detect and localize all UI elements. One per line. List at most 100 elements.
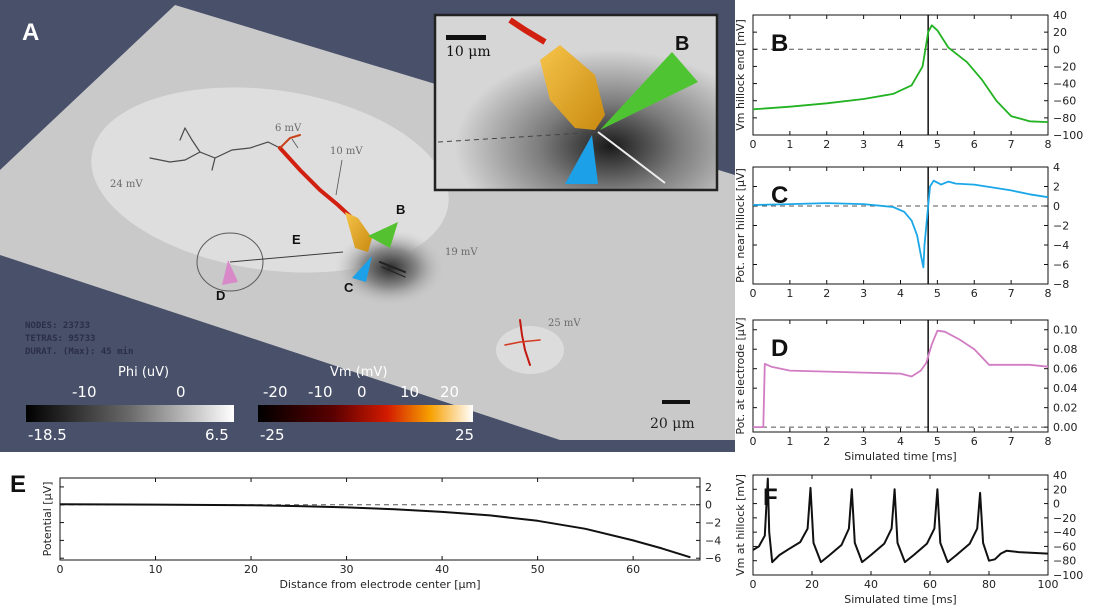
chart-b-xtick-label: 1 (786, 138, 793, 151)
chart-d-ytick-label: 0.10 (1053, 324, 1078, 337)
chart-c-ytick-label: −2 (1053, 220, 1069, 233)
chart-c-xtick-label: 2 (823, 287, 830, 300)
chart-d-ytick-label: 0.08 (1053, 343, 1078, 356)
annotation-6mv: 6 mV (275, 123, 302, 134)
inset-blue-cone (565, 135, 598, 184)
stats-tetras: TETRAS: 95733 (25, 334, 95, 344)
phi-tick-1: -10 (72, 383, 97, 401)
chart-f-xlabel: Simulated time [ms] (844, 593, 956, 606)
stats-duration: DURAT. (Max): 45 min (25, 346, 133, 357)
chart-b-series-line (752, 24, 1049, 123)
chart-b-ytick-label: −20 (1053, 60, 1076, 73)
vm-tick-2: -10 (308, 383, 333, 401)
phi-colorbar-title: Phi (uV) (118, 365, 169, 380)
chart-e-frame (59, 477, 701, 561)
chart-b-xtick-label: 5 (934, 138, 941, 151)
chart-e-xtick-label: 10 (149, 563, 163, 576)
chart-c-xtick-label: 1 (786, 287, 793, 300)
chart-b-ytick-label: −60 (1053, 95, 1076, 108)
chart-b-xtick-label: 4 (897, 138, 904, 151)
stats-nodes: NODES: 23733 (25, 321, 90, 331)
electrode-d-cone (222, 260, 238, 285)
chart-e-ytick-label: 0 (705, 499, 712, 512)
small-light-patch (496, 326, 564, 374)
marker-d: D (216, 288, 225, 303)
chart-c-xtick-label: 3 (860, 287, 867, 300)
chart-d-xtick-label: 0 (750, 435, 757, 448)
vm-tick-4: 10 (400, 383, 419, 401)
chart-e-xlabel: Distance from electrode center [μm] (279, 578, 480, 591)
chart-b-ytick-label: 40 (1053, 9, 1067, 22)
chart-d-panel-letter: D (771, 335, 788, 362)
chart-b-xtick-label: 0 (750, 138, 757, 151)
chart-f-xtick-label: 60 (923, 578, 937, 591)
marker-c: C (344, 280, 354, 295)
chart-c-xtick-label: 5 (934, 287, 941, 300)
chart-e: 0 10 20 30 40 50 60 −6 −4 −2 0 2 Potential [μV] Dista… (10, 471, 721, 591)
chart-c-series-line (752, 179, 1049, 269)
annotation-10mv: 10 mV (330, 146, 363, 157)
chart-b-ytick-label: −40 (1053, 78, 1076, 91)
chart-f-ytick-label: −40 (1053, 526, 1076, 539)
chart-d: 0 1 2 3 4 5 6 7 80.00 0.02 0.04 0.06 0.08 0.10 Pot. at… (734, 317, 1078, 463)
chart-e-xtick-label: 50 (531, 563, 545, 576)
chart-e-ylabel: Potential [μV] (41, 482, 54, 557)
marker-e: E (292, 232, 301, 247)
vm-tick-3: 0 (357, 383, 367, 401)
inset-b: 10 μm B (433, 13, 719, 192)
chart-f-series-line (752, 477, 1049, 564)
phi-tick-2: 0 (176, 383, 186, 401)
chart-d-xtick-label: 4 (897, 435, 904, 448)
chart-b-xtick-label: 3 (860, 138, 867, 151)
chart-d-xlabel: Simulated time [ms] (844, 450, 956, 463)
chart-c-ylabel: Pot. near hillock [μV] (734, 168, 747, 283)
chart-f-ytick-label: −100 (1053, 569, 1083, 582)
chart-f-ytick-label: 40 (1053, 469, 1067, 482)
chart-c-xtick-label: 8 (1045, 287, 1052, 300)
inset-scalebar (446, 35, 486, 40)
inset-scalebar-label: 10 μm (446, 44, 491, 60)
chart-f-xtick-label: 80 (982, 578, 996, 591)
panel-a-letter: A (22, 19, 39, 46)
inset-letter: B (675, 33, 689, 55)
chart-f-ytick-label: −80 (1053, 555, 1076, 568)
chart-d-xtick-label: 3 (860, 435, 867, 448)
chart-d-ylabel: Pot. at electrode [μV] (734, 317, 747, 434)
soma (345, 212, 372, 252)
annotation-25mv: 25 mV (548, 318, 581, 329)
chart-e-xtick-label: 30 (340, 563, 354, 576)
chart-c-ytick-label: 4 (1053, 161, 1060, 174)
phi-max: 6.5 (205, 426, 229, 444)
vm-colorbar-title: Vm (mV) (330, 365, 387, 380)
chart-c-ytick-label: −4 (1053, 239, 1069, 252)
chart-e-ytick-label: 2 (705, 481, 712, 494)
chart-d-ytick-label: 0.02 (1053, 402, 1078, 415)
chart-c-xtick-label: 6 (971, 287, 978, 300)
chart-f-ylabel: Vm at hillock [mV] (734, 474, 747, 576)
chart-f-xtick-label: 20 (805, 578, 819, 591)
vm-min: -25 (260, 426, 285, 444)
chart-d-xtick-label: 8 (1045, 435, 1052, 448)
marker-b: B (396, 202, 405, 217)
chart-b-panel-letter: B (771, 30, 788, 57)
chart-f-xtick-label: 40 (864, 578, 878, 591)
chart-b-ytick-label: 0 (1053, 43, 1060, 56)
chart-c-xtick-label: 7 (1008, 287, 1015, 300)
chart-d-xtick-label: 5 (934, 435, 941, 448)
chart-d-xtick-label: 1 (786, 435, 793, 448)
annotation-24mv: 24 mV (110, 179, 143, 190)
chart-c-ytick-label: −8 (1053, 278, 1069, 291)
chart-f-ytick-label: −60 (1053, 540, 1076, 553)
inset-dashed-line (437, 131, 601, 143)
chart-c-frame (752, 166, 1049, 285)
chart-e-panel-letter: E (10, 471, 26, 498)
chart-e-xtick-label: 0 (57, 563, 64, 576)
inset-dendrite (508, 17, 547, 45)
chart-d-xtick-label: 2 (823, 435, 830, 448)
inset-axon (597, 131, 666, 184)
phi-colorbar-gradient (26, 405, 234, 422)
chart-b: 0 1 2 3 4 5 6 7 8−100 −80 −60 −40 −20 0 20 40 Vm hillock… (734, 9, 1083, 151)
chart-c-ytick-label: 0 (1053, 200, 1060, 213)
chart-c-ytick-label: −6 (1053, 259, 1069, 272)
